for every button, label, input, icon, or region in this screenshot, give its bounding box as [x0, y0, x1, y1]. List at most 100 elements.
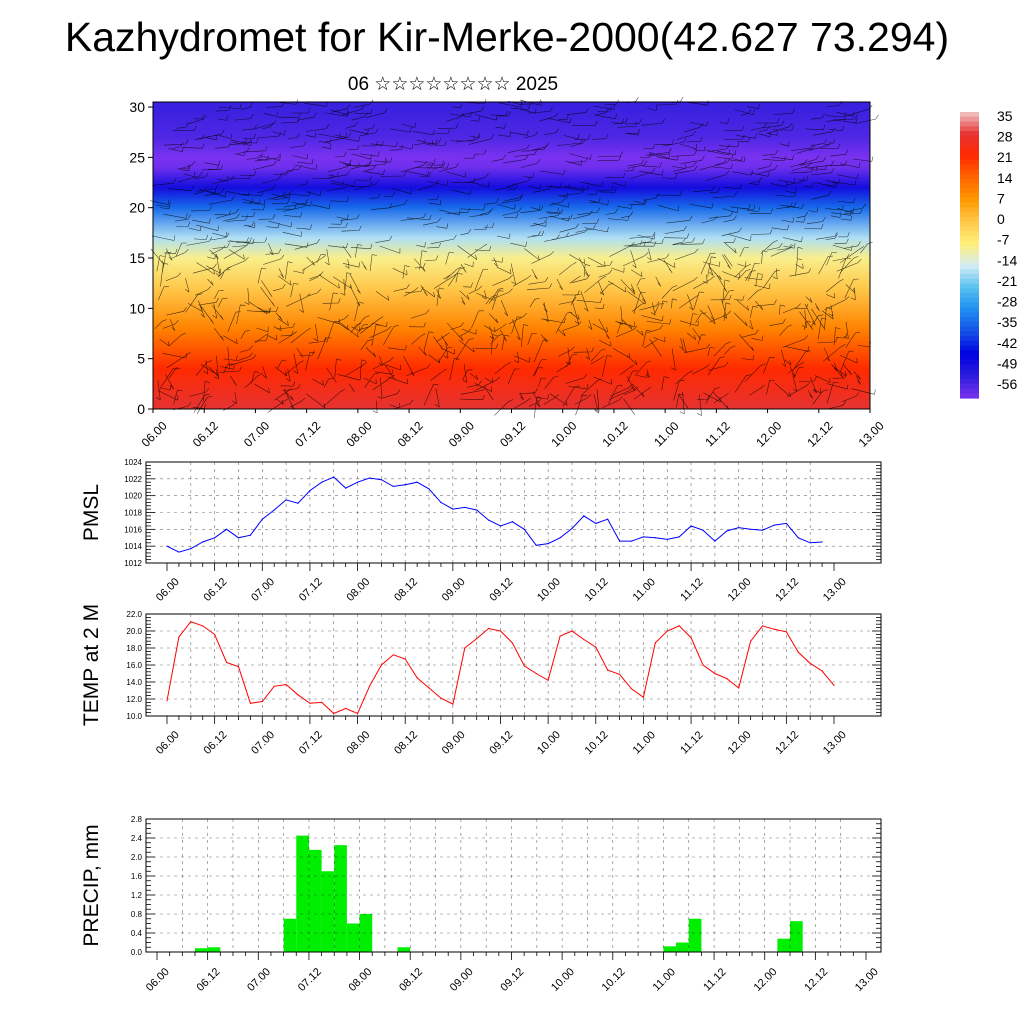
temp-point — [249, 702, 251, 704]
colorbar-label: 0 — [997, 211, 1005, 227]
pmsl-point — [702, 529, 704, 531]
pmsl-point — [642, 536, 645, 538]
temp-point — [702, 664, 704, 666]
pmsl-point — [440, 501, 442, 503]
pmsl-point — [571, 527, 573, 530]
pmsl-point — [619, 540, 621, 542]
pmsl-point — [309, 490, 311, 492]
temp-point — [511, 642, 514, 644]
precip-bar — [194, 948, 208, 952]
temp-chart: 10.0 12.0 14.0 16.0 18.0 20.0 22.0 06.00 06.12 07… — [80, 604, 882, 757]
temp-point — [499, 630, 502, 632]
temp-point — [738, 687, 740, 689]
pmsl-point — [321, 481, 323, 483]
y-tick-label: 1.2 — [131, 891, 143, 900]
x-tick-label: 11.12 — [701, 966, 728, 993]
colorbar-swatch — [960, 178, 979, 185]
y-axis-label: TEMP at 2 M — [80, 604, 103, 726]
x-tick-label: 09.00 — [446, 418, 477, 449]
temp-point — [761, 625, 764, 627]
y-tick-label: 1018 — [124, 509, 142, 518]
colorbar-swatch — [960, 212, 979, 218]
y-tick-label: 1012 — [124, 559, 142, 568]
pmsl-chart: 1012 1014 1016 1018 1020 1022 1024 06.00 06.12 07… — [80, 458, 882, 604]
x-tick-label: 06.12 — [202, 576, 230, 604]
colorbar-swatch — [960, 388, 979, 394]
colorbar-swatch — [960, 126, 979, 132]
colorbar-swatch — [960, 274, 979, 280]
colorbar-swatch — [960, 359, 979, 366]
y-tick-label: 0 — [137, 401, 145, 417]
colorbar-swatch — [960, 216, 979, 223]
y-tick-label: 2.8 — [131, 815, 143, 824]
pmsl-point — [630, 540, 633, 542]
x-tick-label: 10.12 — [583, 729, 611, 757]
pmsl-point — [773, 524, 776, 526]
temp-point — [380, 664, 382, 666]
cross-section-chart: 0 5 10 15 20 25 30 06.00 06.12 07.00 07.12 08.00 08.… — [129, 96, 887, 450]
temp-point — [333, 712, 335, 715]
y-tick-label: 2.4 — [131, 834, 143, 843]
y-tick-label: 5 — [137, 351, 145, 367]
pmsl-point — [345, 487, 347, 489]
temp-point — [476, 638, 478, 640]
temp-point — [773, 628, 776, 630]
pmsl-point — [333, 476, 335, 478]
x-ticks — [156, 952, 867, 960]
pmsl-point — [654, 537, 656, 539]
colorbar-swatch — [960, 302, 979, 309]
pmsl-point — [202, 541, 204, 543]
x-tick-label: 07.12 — [296, 966, 324, 994]
colorbar-swatch — [960, 321, 979, 328]
temp-point — [595, 646, 597, 648]
page-title: Kazhydromet for Kir-Merke-2000(42.627 73… — [64, 14, 950, 60]
colorbar-swatch — [960, 345, 979, 351]
temp-point — [356, 712, 359, 715]
pmsl-point — [666, 538, 668, 541]
y-tick-label: 1014 — [124, 542, 142, 551]
x-tick-label: 09.12 — [487, 729, 515, 757]
x-tick-label: 06.00 — [154, 729, 182, 757]
colorbar-swatch — [960, 164, 979, 170]
pmsl-point — [809, 542, 811, 544]
x-tick-label: 08.12 — [397, 966, 425, 994]
pmsl-point — [690, 525, 692, 527]
colorbar-swatch — [960, 150, 979, 156]
precip-chart: 0.0 0.4 0.8 1.2 1.6 2.0 2.4 2.8 06.00 06.12 07.00 0… — [80, 815, 882, 994]
pmsl-point — [249, 534, 251, 536]
x-tick-label: 11.12 — [678, 576, 705, 603]
colorbar-label: -42 — [997, 335, 1017, 351]
colorbar-label: -35 — [997, 314, 1017, 330]
colorbar-swatch — [960, 331, 979, 337]
temp-point — [452, 703, 454, 705]
x-tick-label: 11.00 — [651, 419, 682, 450]
temp-point — [487, 627, 490, 630]
colorbar-swatch — [960, 169, 979, 175]
pmsl-point — [380, 479, 382, 481]
y-tick-label: 1016 — [124, 525, 142, 534]
x-tick-label: 08.12 — [392, 576, 420, 604]
y-tick-label: 30 — [129, 99, 145, 115]
pmsl-point — [416, 481, 418, 483]
colorbar-label: -56 — [997, 376, 1017, 392]
x-tick-label: 13.00 — [821, 729, 849, 757]
y-tick-label: 0.4 — [131, 929, 143, 938]
temp-point — [404, 658, 406, 660]
temp-point — [464, 647, 466, 649]
pmsl-point — [297, 502, 299, 504]
temperature-field — [153, 102, 870, 409]
x-tick-label: 12.12 — [773, 729, 801, 757]
pmsl-point — [237, 537, 240, 539]
temp-point — [583, 638, 585, 641]
x-tick-label: 09.12 — [487, 576, 515, 604]
colorbar-swatch — [960, 278, 979, 285]
temp-point — [392, 654, 394, 656]
y-tick-label: 25 — [129, 149, 145, 165]
x-tick-label: 06.00 — [144, 966, 172, 994]
temp-point — [440, 697, 442, 699]
precip-bar — [321, 871, 335, 952]
precip-bar — [790, 921, 803, 952]
pmsl-point — [392, 485, 394, 488]
pmsl-point — [452, 508, 454, 510]
x-tick-label: 06.12 — [195, 966, 223, 994]
